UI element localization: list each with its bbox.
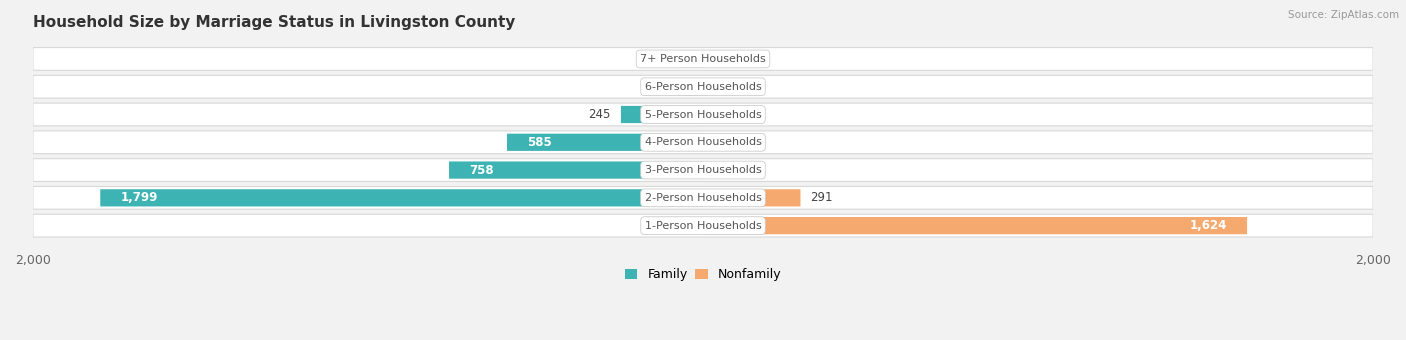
Text: 1-Person Households: 1-Person Households — [644, 221, 762, 231]
FancyBboxPatch shape — [32, 214, 1374, 237]
Text: 291: 291 — [810, 191, 832, 204]
FancyBboxPatch shape — [621, 106, 703, 123]
Text: 1,799: 1,799 — [121, 191, 157, 204]
Text: Source: ZipAtlas.com: Source: ZipAtlas.com — [1288, 10, 1399, 20]
Text: 2-Person Households: 2-Person Households — [644, 193, 762, 203]
FancyBboxPatch shape — [682, 50, 703, 68]
Text: 0: 0 — [713, 80, 720, 93]
FancyBboxPatch shape — [32, 48, 1374, 70]
Text: 585: 585 — [527, 136, 553, 149]
Text: 3-Person Households: 3-Person Households — [644, 165, 762, 175]
Text: 64: 64 — [657, 52, 672, 65]
FancyBboxPatch shape — [508, 134, 703, 151]
Text: Household Size by Marriage Status in Livingston County: Household Size by Marriage Status in Liv… — [32, 15, 516, 30]
Text: 1,624: 1,624 — [1189, 219, 1227, 232]
Text: 0: 0 — [686, 219, 693, 232]
FancyBboxPatch shape — [100, 189, 703, 206]
FancyBboxPatch shape — [673, 78, 703, 95]
Text: 245: 245 — [589, 108, 610, 121]
Text: 4-Person Households: 4-Person Households — [644, 137, 762, 147]
FancyBboxPatch shape — [703, 134, 704, 151]
Text: 1: 1 — [713, 52, 721, 65]
Text: 7+ Person Households: 7+ Person Households — [640, 54, 766, 64]
FancyBboxPatch shape — [32, 103, 1374, 126]
FancyBboxPatch shape — [32, 131, 1374, 154]
Text: 88: 88 — [648, 80, 664, 93]
FancyBboxPatch shape — [32, 186, 1374, 209]
Text: 5-Person Households: 5-Person Households — [644, 109, 762, 119]
Text: 0: 0 — [713, 108, 720, 121]
Text: 3: 3 — [714, 164, 721, 176]
FancyBboxPatch shape — [32, 159, 1374, 182]
Text: 6-Person Households: 6-Person Households — [644, 82, 762, 92]
FancyBboxPatch shape — [32, 75, 1374, 98]
Text: 758: 758 — [470, 164, 494, 176]
FancyBboxPatch shape — [449, 162, 703, 179]
Legend: Family, Nonfamily: Family, Nonfamily — [620, 263, 786, 286]
FancyBboxPatch shape — [703, 189, 800, 206]
Text: 5: 5 — [714, 136, 723, 149]
FancyBboxPatch shape — [703, 217, 1247, 234]
